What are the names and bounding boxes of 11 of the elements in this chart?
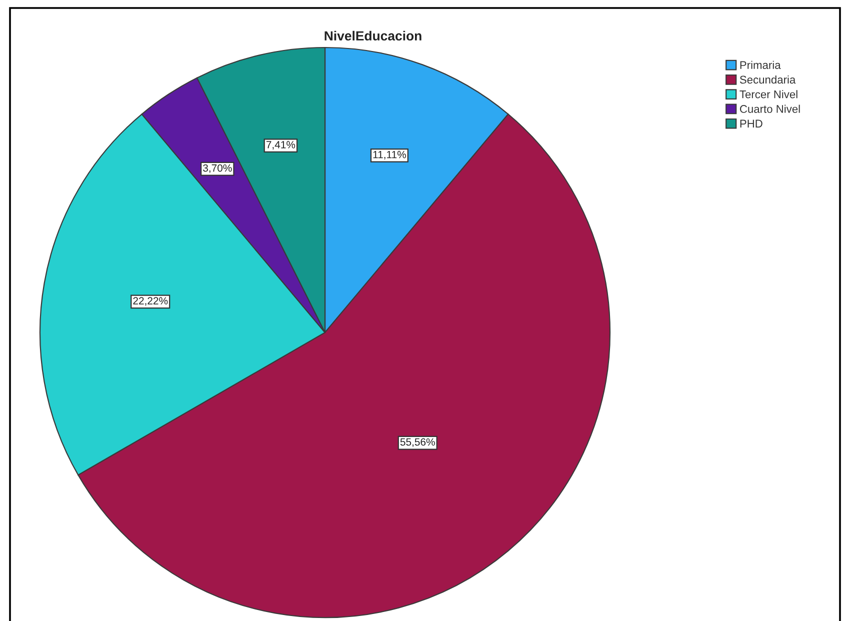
data-label: 11,11%: [373, 150, 406, 160]
data-label: 3,70%: [203, 164, 232, 173]
data-label: 55,56%: [400, 438, 435, 447]
legend-label: Tercer Nivel: [740, 90, 798, 98]
legend-label: PHD: [740, 120, 762, 128]
data-label: 7,41%: [266, 141, 296, 150]
legend-label: Primaria: [740, 60, 781, 69]
legend-label: Secundaria: [740, 75, 796, 84]
legend-label: Cuarto Nivel: [740, 104, 800, 113]
chart-title: NivelEducacion: [324, 30, 422, 41]
data-label: 22,22%: [133, 297, 168, 306]
